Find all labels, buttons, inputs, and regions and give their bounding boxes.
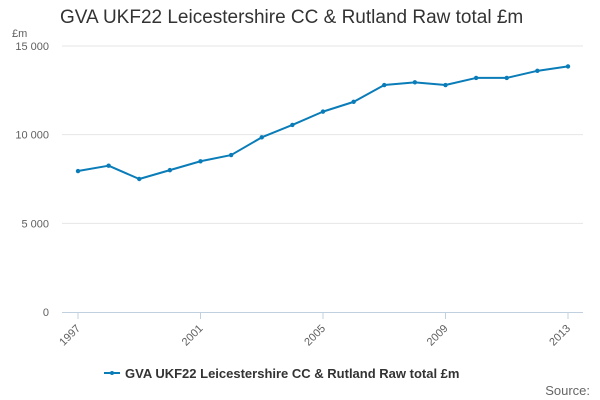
data-point[interactable] xyxy=(351,99,356,105)
data-point[interactable] xyxy=(228,152,234,158)
data-point[interactable] xyxy=(473,75,479,81)
data-point[interactable] xyxy=(198,159,203,164)
source-credit: Source: xyxy=(545,383,590,398)
series-line xyxy=(77,65,569,180)
y-tick-label: 15 000 xyxy=(15,41,49,53)
series-layer xyxy=(75,64,571,182)
data-point[interactable] xyxy=(382,82,387,88)
data-point[interactable] xyxy=(504,75,509,81)
data-point[interactable] xyxy=(75,168,81,174)
data-point[interactable] xyxy=(320,109,326,114)
y-tick-label: 5 000 xyxy=(21,218,49,230)
data-point[interactable] xyxy=(106,163,111,168)
data-point[interactable] xyxy=(259,135,264,140)
data-point[interactable] xyxy=(167,167,173,173)
y-tick-label: 0 xyxy=(43,307,49,319)
x-tick-label: 1997 xyxy=(57,323,83,349)
data-point[interactable] xyxy=(290,122,295,128)
y-axis-ticks: 0 5 000 10 000 15 000 xyxy=(15,41,49,319)
x-tick-label: 2001 xyxy=(180,323,206,349)
legend-item-label: GVA UKF22 Leicestershire CC & Rutland Ra… xyxy=(125,366,459,381)
data-point[interactable] xyxy=(137,176,142,182)
y-tick-label: 10 000 xyxy=(15,130,49,142)
x-axis-ticks: 1997 2001 2005 2009 2013 xyxy=(57,312,573,348)
y-axis-unit-label: £m xyxy=(12,28,27,40)
data-point[interactable] xyxy=(535,68,540,74)
chart-title: GVA UKF22 Leicestershire CC & Rutland Ra… xyxy=(60,7,524,28)
x-tick-label: 2005 xyxy=(302,323,328,349)
data-point[interactable] xyxy=(565,64,571,69)
x-tick-label: 2013 xyxy=(547,323,573,349)
legend[interactable]: GVA UKF22 Leicestershire CC & Rutland Ra… xyxy=(104,366,459,381)
x-tick-label: 2009 xyxy=(425,323,451,349)
grid-lines xyxy=(62,45,583,224)
data-point[interactable] xyxy=(443,82,448,88)
data-point[interactable] xyxy=(412,80,418,85)
legend-swatch-marker xyxy=(110,371,114,375)
